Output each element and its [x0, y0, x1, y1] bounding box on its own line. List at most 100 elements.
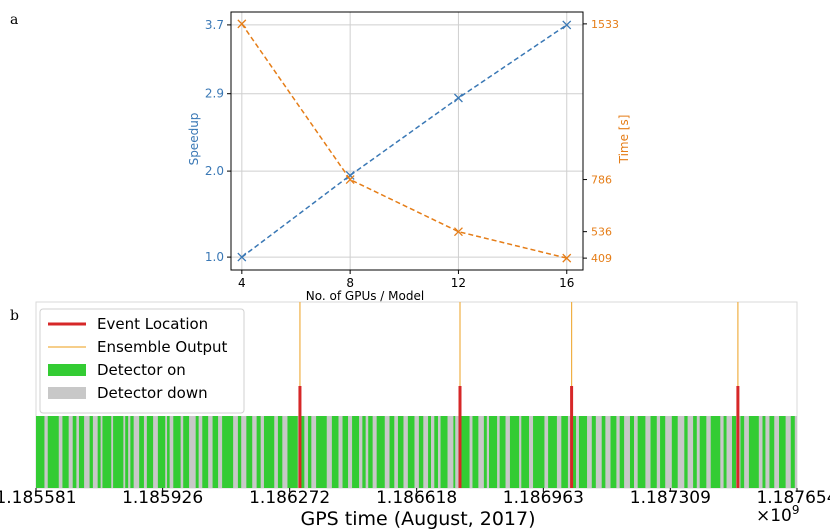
right-tick-label-2: 786: [591, 174, 612, 187]
on-segment-37: [397, 416, 404, 488]
speedup-series: [237, 20, 572, 262]
chart-a-grid: [231, 12, 583, 270]
on-segment-61: [637, 416, 646, 488]
chart-a-x-ticks: 4 8 12 16: [238, 270, 574, 290]
on-segment-8: [113, 416, 124, 488]
on-segment-71: [740, 416, 745, 488]
on-segment-41: [434, 416, 438, 488]
on-segment-1: [47, 416, 59, 488]
on-segment-7: [102, 416, 112, 488]
on-segment-32: [352, 416, 360, 488]
on-segment-69: [723, 416, 727, 488]
on-segment-73: [762, 416, 766, 488]
on-segment-45: [472, 416, 479, 488]
on-segment-47: [489, 416, 498, 488]
on-segment-30: [331, 416, 339, 488]
on-segment-58: [610, 416, 617, 488]
chart-b-x-ticks: 1.185581 1.185926 1.186272 1.186618 1.186963…: [0, 488, 830, 508]
legend-ensemble-label: Ensemble Output: [97, 338, 228, 356]
legend: Event Location Ensemble Output Detector …: [39, 308, 245, 414]
time-point-1: [345, 175, 355, 185]
left-tick-label-3: 3.7: [205, 18, 224, 32]
legend-box: [39, 308, 245, 414]
on-segment-50: [521, 416, 530, 488]
speedup-point-3: [562, 20, 572, 30]
speedup-point-1: [345, 170, 355, 180]
x-tick-label-3: 16: [559, 276, 574, 290]
right-tick-label-0: 409: [591, 252, 612, 265]
time-point-2: [453, 227, 463, 237]
on-segment-74: [769, 416, 775, 488]
on-segment-9: [125, 416, 129, 488]
time-point-0: [237, 19, 247, 29]
on-segment-19: [212, 416, 219, 488]
b-x-tick-label-4: 1.186963: [503, 488, 584, 508]
on-segment-76: [790, 416, 795, 488]
b-x-tick-label-1: 1.185926: [122, 488, 203, 508]
on-segment-25: [277, 416, 283, 488]
on-segment-51: [533, 416, 545, 488]
on-segment-44: [459, 416, 470, 488]
detector-on-segments: [36, 416, 795, 488]
on-segment-12: [146, 416, 154, 488]
on-segment-35: [376, 416, 385, 488]
on-segment-24: [263, 416, 275, 488]
on-segment-63: [660, 416, 666, 488]
on-segment-16: [183, 416, 190, 488]
chart-a-frame: [230, 11, 584, 271]
on-segment-23: [256, 416, 261, 488]
on-segment-68: [710, 416, 721, 488]
b-x-tick-label-5: 1.187309: [630, 488, 711, 508]
on-segment-64: [671, 416, 678, 488]
b-x-tick-label-6: 1.187654: [756, 488, 830, 508]
time-line: [241, 23, 567, 259]
on-segment-54: [570, 416, 577, 488]
chart-a-right-axis-label: Time [s]: [617, 115, 631, 165]
on-segment-3: [72, 416, 77, 488]
b-x-tick-label-0: 1.185581: [0, 488, 77, 508]
time-series: [237, 19, 572, 263]
on-segment-2: [62, 416, 69, 488]
chart-a-right-ticks: 409 536 786 1533: [583, 18, 619, 265]
panel-label-b: b: [10, 308, 19, 324]
on-segment-57: [601, 416, 606, 488]
on-segment-56: [591, 416, 596, 488]
speedup-line: [241, 24, 568, 258]
on-segment-67: [699, 416, 707, 488]
on-segment-11: [139, 416, 144, 488]
on-segment-33: [362, 416, 366, 488]
on-segment-40: [428, 416, 432, 488]
on-segment-38: [407, 416, 415, 488]
on-segment-13: [157, 416, 166, 488]
on-segment-39: [418, 416, 424, 488]
speedup-time-chart: 4 8 12 16 1.0 2.0 2.9 3.7 409 536 786 1533 No. of…: [187, 11, 631, 303]
x-tick-label-0: 4: [238, 276, 246, 290]
on-segment-36: [389, 416, 395, 488]
on-segment-34: [368, 416, 373, 488]
on-segment-49: [509, 416, 520, 488]
on-segment-15: [173, 416, 181, 488]
speedup-point-0: [237, 252, 247, 262]
on-segment-29: [316, 416, 327, 488]
legend-event-label: Event Location: [97, 315, 208, 333]
on-segment-17: [195, 416, 199, 488]
on-segment-26: [287, 416, 298, 488]
legend-down-swatch: [48, 387, 86, 399]
on-segment-60: [629, 416, 635, 488]
time-point-3: [562, 253, 572, 263]
event-markers: [298, 302, 740, 488]
right-tick-label-3: 1533: [591, 18, 619, 31]
on-segment-21: [237, 416, 242, 488]
chart-a-left-axis-label: Speedup: [187, 113, 201, 166]
left-tick-label-2: 2.9: [205, 87, 224, 101]
on-segment-14: [167, 416, 170, 488]
on-segment-42: [440, 416, 448, 488]
on-segment-5: [89, 416, 93, 488]
on-segment-4: [78, 416, 85, 488]
on-segment-66: [693, 416, 697, 488]
left-tick-label-0: 1.0: [205, 250, 224, 264]
left-tick-label-1: 2.0: [205, 164, 224, 178]
on-segment-22: [246, 416, 253, 488]
on-segment-6: [97, 416, 101, 488]
panel-label-a: a: [10, 12, 18, 28]
